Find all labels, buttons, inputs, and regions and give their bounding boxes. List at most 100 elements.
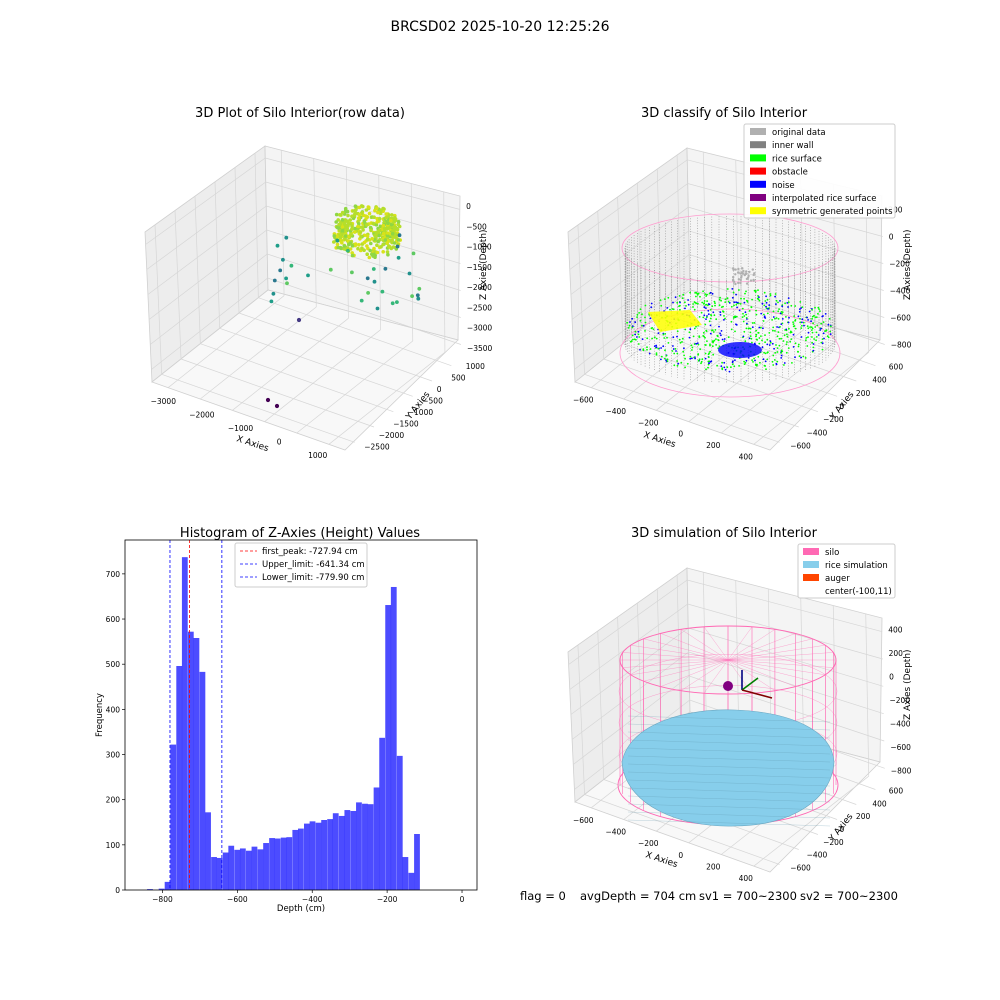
classify-point <box>660 358 662 361</box>
classify-point <box>789 340 792 343</box>
raw-y-tick: 0 <box>437 385 442 394</box>
raw-point <box>350 227 354 231</box>
classify-point <box>720 365 723 367</box>
classify-point <box>829 333 832 335</box>
center-marker <box>723 681 733 691</box>
classify-point <box>727 336 730 339</box>
classify-point <box>799 308 801 310</box>
classify-point <box>697 359 700 362</box>
raw-point <box>385 227 390 231</box>
classify-point <box>707 304 709 307</box>
classify-point <box>703 300 706 302</box>
classify-z-tick: 0 <box>889 233 894 242</box>
histogram-bar <box>286 837 293 890</box>
classify-point <box>711 305 714 308</box>
raw-point <box>350 244 355 248</box>
classify-point <box>713 300 716 303</box>
classify-point <box>646 348 648 351</box>
raw-point <box>365 237 370 242</box>
classify-point <box>800 327 803 329</box>
classify-point <box>653 345 656 348</box>
raw-point <box>375 243 379 247</box>
classify-point <box>763 315 766 318</box>
raw-y-tick: −1500 <box>393 419 419 428</box>
classify-point <box>713 314 716 317</box>
simulation-x-axis-label: X Axies <box>644 850 679 870</box>
classify-point <box>702 331 705 334</box>
classify-point-cloud <box>619 213 841 398</box>
classify-point <box>737 267 740 271</box>
classify-point <box>794 327 797 330</box>
classify-point <box>742 335 745 338</box>
raw-rice-ring <box>332 204 403 260</box>
raw-point <box>367 255 372 260</box>
classify-point <box>683 354 685 357</box>
raw-y-tick: 1000 <box>466 362 485 371</box>
classify-point <box>728 302 731 304</box>
classify-point <box>765 295 767 298</box>
raw-point <box>381 242 385 247</box>
raw-point <box>389 246 394 251</box>
classify-point <box>743 273 746 277</box>
classify-point <box>720 334 722 337</box>
classify-point <box>767 308 769 310</box>
classify-point <box>775 344 777 346</box>
raw-point <box>390 231 395 236</box>
classify-point <box>724 368 727 371</box>
classify-point <box>695 295 697 298</box>
classify-point <box>697 292 700 295</box>
histogram-bar <box>379 737 386 890</box>
classify-point <box>723 338 726 340</box>
legend-label: silo <box>825 548 839 558</box>
classify-point <box>713 339 716 342</box>
classify-point <box>766 338 769 341</box>
simulation-scene <box>617 625 839 827</box>
histogram-bar <box>414 834 420 890</box>
classify-point <box>726 297 729 299</box>
classify-point <box>720 330 723 332</box>
raw-y-tick: −2000 <box>379 431 405 440</box>
classify-point <box>774 352 777 354</box>
classify-point <box>702 303 705 305</box>
classify-point <box>779 326 781 328</box>
simulation-z-axis-label: Z Axies (Depth) <box>903 649 913 720</box>
legend-swatch <box>750 128 766 135</box>
raw-point <box>392 241 397 245</box>
raw-point <box>386 239 390 243</box>
raw-point <box>383 266 388 271</box>
simulation-z-tick: −400 <box>890 719 911 728</box>
classify-point <box>821 338 824 340</box>
classify-point <box>684 357 686 360</box>
classify-point <box>827 323 830 326</box>
classify-point <box>721 361 723 364</box>
simulation-y-tick: 0 <box>840 825 845 834</box>
raw-point <box>372 246 376 251</box>
histogram-x-tick: −400 <box>302 895 323 904</box>
raw-point <box>345 219 350 223</box>
raw-z-tick: −2000 <box>467 283 493 292</box>
classify-point <box>732 291 735 294</box>
classify-point <box>681 297 684 300</box>
classify-point <box>709 344 711 347</box>
classify-point <box>689 355 692 358</box>
classify-point <box>636 313 639 316</box>
classify-point <box>672 301 674 304</box>
raw-point <box>275 243 280 248</box>
simulation-y-tick: −200 <box>823 838 844 847</box>
classify-point <box>637 330 640 333</box>
histogram-y-tick: 500 <box>106 660 121 669</box>
classify-point <box>808 310 811 313</box>
histogram-bar <box>408 872 415 890</box>
classify-point <box>724 301 727 303</box>
classify-point <box>819 310 821 312</box>
legend-swatch <box>750 141 766 149</box>
classify-point <box>802 321 805 324</box>
classify-point <box>797 343 800 346</box>
classify-point <box>788 316 790 319</box>
classify-z-axis-label: Z Axies (Depth) <box>903 229 913 300</box>
classify-point <box>771 342 774 345</box>
classify-point <box>694 301 697 304</box>
raw-x-tick: −2000 <box>189 410 215 419</box>
classify-point <box>755 313 758 316</box>
raw-point <box>357 212 362 217</box>
